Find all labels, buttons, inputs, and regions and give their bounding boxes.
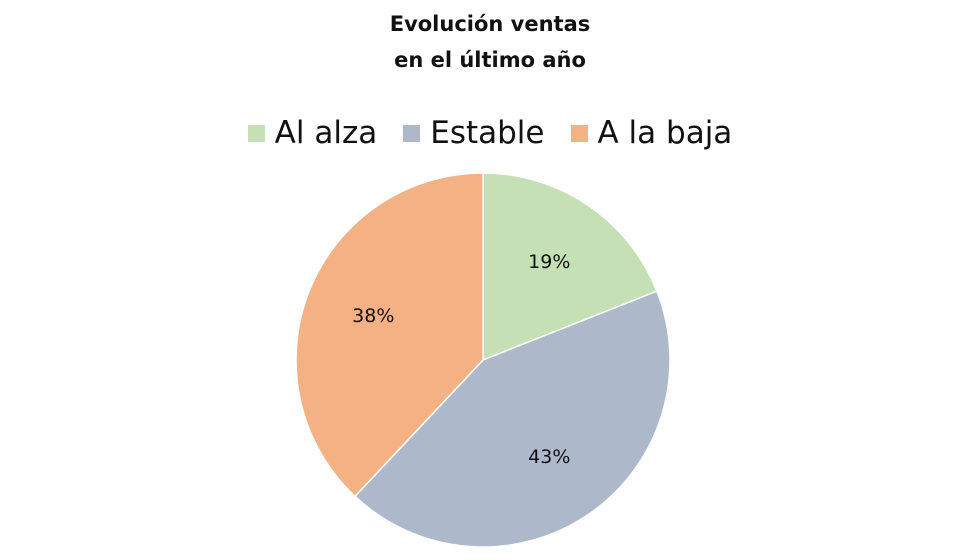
data-label-al-alza: 19% — [528, 251, 570, 273]
legend-label-al-alza: Al alza — [274, 115, 378, 151]
legend-item-al-alza: Al alza — [247, 115, 378, 151]
data-label-estable: 43% — [528, 446, 570, 468]
legend-item-estable: Estable — [403, 115, 545, 151]
legend-item-a-la-baja: A la baja — [570, 115, 733, 151]
pie-slice-a-la-baja — [295, 172, 484, 498]
legend-label-a-la-baja: A la baja — [597, 115, 733, 151]
chart-title-line-2: en el último año — [394, 48, 586, 72]
chart-title-line-1: Evolución ventas — [389, 12, 591, 36]
legend-swatch-estable — [403, 124, 421, 142]
legend: Al alza Estable A la baja — [0, 110, 980, 156]
data-label-a-la-baja: 38% — [352, 305, 394, 327]
legend-label-estable: Estable — [430, 115, 545, 151]
pie-slice-estable — [353, 290, 671, 548]
legend-swatch-a-la-baja — [570, 124, 588, 142]
pie-slice-al-alza — [482, 172, 658, 362]
legend-swatch-al-alza — [247, 124, 265, 142]
